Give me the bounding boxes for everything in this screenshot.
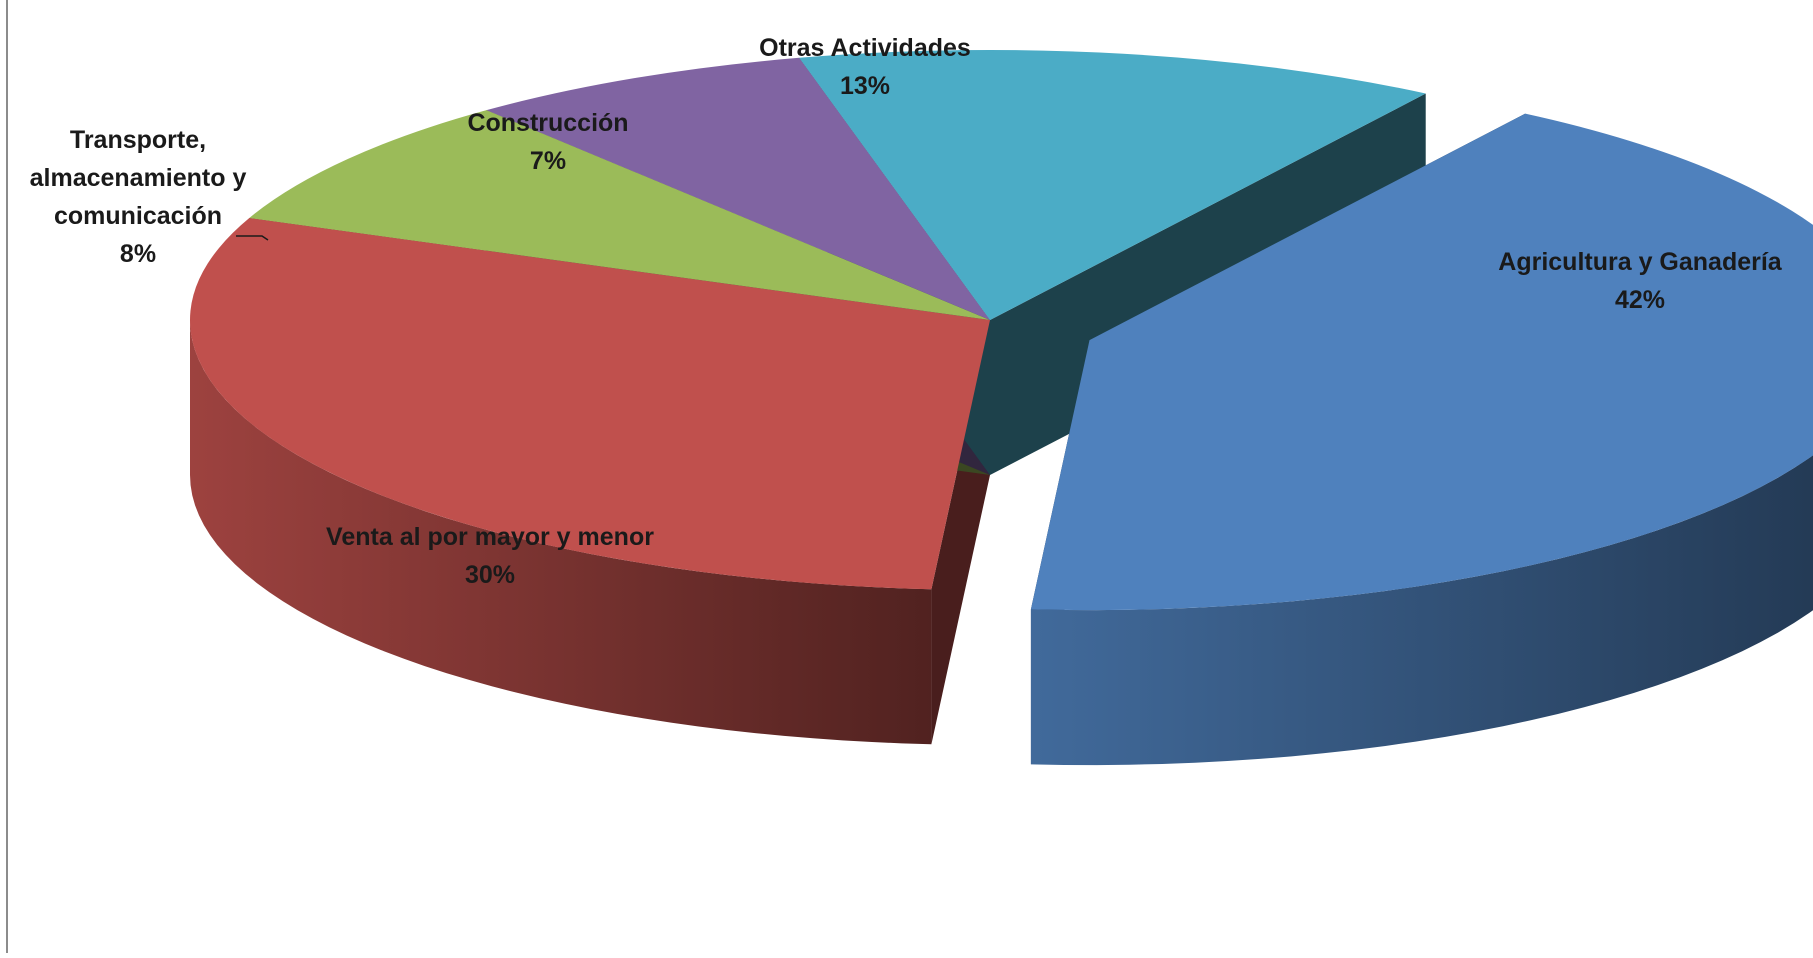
slice-side-agricultura-y-ganaderia <box>1030 455 1813 766</box>
slice-label-text: Transporte, <box>70 126 206 154</box>
pie-labels: Agricultura y Ganadería 42% Venta al por m… <box>30 34 1783 589</box>
slice-otras-actividades <box>799 50 1426 320</box>
chart-frame-line <box>6 0 8 953</box>
slice-label-text: Agricultura y Ganadería <box>1498 248 1783 276</box>
slice-value-label: 30% <box>465 561 515 589</box>
leader-line-transporte <box>236 235 269 241</box>
slice-label-transporte-almacenamiento-y-comunicacion: Transporte, almacenamiento y comunicación 8… <box>30 126 247 268</box>
slice-label-text: Venta al por mayor y menor <box>326 523 654 551</box>
slice-label-venta-al-por-mayor-y-menor: Venta al por mayor y menor 30% <box>326 523 654 589</box>
slice-value-label: 42% <box>1615 286 1665 314</box>
slice-label-agricultura-y-ganaderia: Agricultura y Ganadería 42% <box>1498 248 1783 314</box>
slice-label-text: comunicación <box>54 202 222 230</box>
pie-leaders <box>236 235 269 241</box>
slice-venta-al-por-mayor-y-menor <box>189 217 990 590</box>
slice-construccion <box>486 57 990 321</box>
slice-label-text: Otras Actividades <box>759 34 971 62</box>
slice-value-label: 13% <box>840 72 890 100</box>
slice-side-venta-al-por-mayor-y-menor <box>190 320 932 745</box>
slice-value-label: 7% <box>530 147 566 175</box>
slice-label-otras-actividades: Otras Actividades 13% <box>759 34 971 100</box>
slice-transporte-almacenamiento-y-comunicacion <box>249 110 990 320</box>
slice-label-construccion: Construcción 7% <box>467 109 628 175</box>
slice-value-label: 8% <box>120 240 156 268</box>
pie-tops <box>189 50 1813 611</box>
slice-label-text: almacenamiento y <box>30 164 247 192</box>
slice-agricultura-y-ganaderia <box>1030 113 1813 611</box>
slice-label-text: Construcción <box>467 109 628 137</box>
